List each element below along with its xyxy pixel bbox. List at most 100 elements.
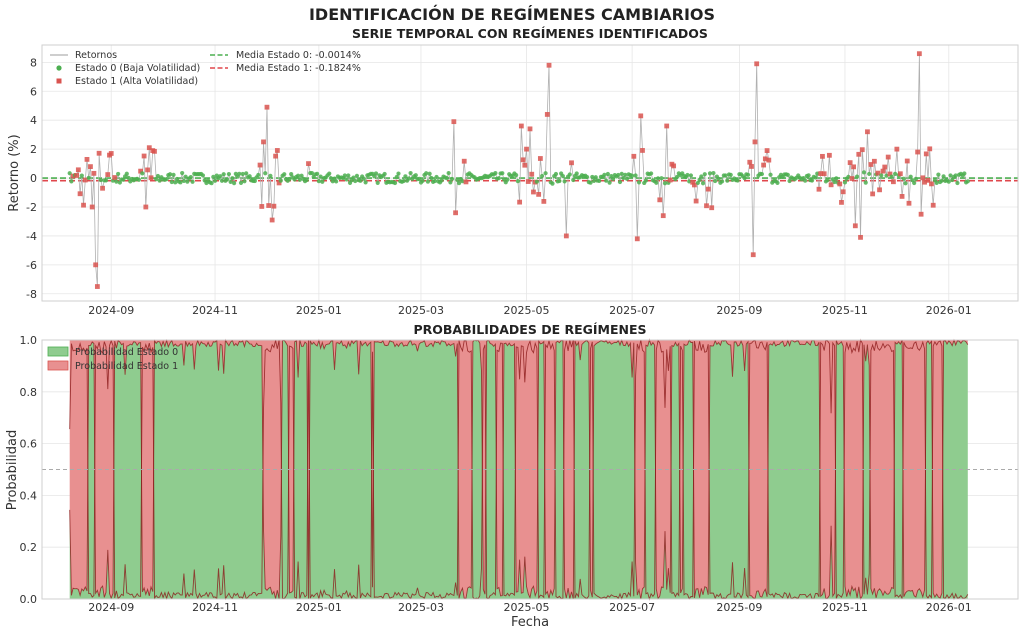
state0-point (659, 176, 664, 181)
state0-point (297, 177, 302, 182)
state1-point (89, 204, 95, 210)
top-x-tick-label: 2025-07 (609, 304, 655, 317)
state0-point (424, 171, 429, 176)
state1-point (667, 177, 673, 183)
state0-point (884, 173, 889, 178)
legend-mean0: Media Estado 0: -0.0014% (236, 50, 361, 61)
state1-point (266, 203, 272, 208)
bottom-y-tick-label: 1.0 (20, 334, 38, 347)
state0-point (116, 171, 121, 177)
state0-point (515, 178, 520, 184)
bottom-x-tick-label: 2024-09 (88, 601, 134, 614)
bottom-x-tick-label: 2025-07 (609, 601, 655, 614)
state0-point (299, 173, 304, 178)
state0-point (496, 176, 501, 181)
state1-point (904, 158, 910, 164)
state1-point (671, 163, 677, 169)
state1-point (761, 162, 767, 168)
state0-point (941, 174, 946, 179)
state1-point (138, 168, 144, 174)
state0-point (742, 175, 747, 181)
state0-point (725, 178, 730, 183)
state0-point (417, 176, 422, 182)
state0-point (913, 176, 919, 181)
state0-point (610, 176, 616, 182)
state0-point (444, 176, 450, 181)
state0-point (263, 171, 268, 176)
top-x-tick-label: 2026-01 (926, 304, 972, 317)
state0-point (173, 180, 178, 185)
state0-point (183, 174, 188, 179)
state0-point (893, 171, 898, 176)
state0-point (180, 170, 185, 176)
state0-point (768, 172, 773, 177)
state0-point (505, 177, 510, 182)
state1-point (257, 162, 263, 168)
state0-point (136, 177, 142, 182)
state1-point (569, 160, 574, 166)
state0-point (574, 171, 579, 176)
state0-point (126, 175, 131, 181)
state0-point (67, 171, 72, 176)
legend-state0-marker (56, 65, 62, 71)
state1-point (634, 236, 640, 242)
state0-point (567, 172, 572, 177)
state0-point (434, 174, 439, 180)
state0-point (697, 177, 702, 182)
figure-title: IDENTIFICACIÓN DE REGÍMENES CAMBIARIOS (309, 5, 715, 24)
state0-point (211, 174, 216, 179)
bottom-y-tick-label: 0.2 (20, 541, 38, 554)
bottom-y-tick-label: 0.6 (20, 438, 38, 451)
state1-point (146, 145, 152, 151)
state1-point (264, 104, 270, 110)
state1-point (463, 179, 469, 185)
legend-state0: Estado 0 (Baja Volatilidad) (75, 63, 200, 74)
state0-point (242, 179, 247, 184)
state0-point (649, 171, 654, 176)
state0-point (553, 171, 559, 177)
state0-point (936, 172, 941, 177)
state0-point (226, 171, 231, 177)
state1-point (82, 177, 88, 183)
top-y-tick-label: -8 (26, 288, 37, 301)
state0-point (181, 178, 187, 183)
state1-point (868, 162, 874, 167)
state0-point (713, 178, 718, 184)
state0-point (688, 173, 694, 178)
top-x-tick-label: 2024-11 (192, 304, 238, 317)
top-y-tick-label: -4 (26, 230, 37, 243)
state0-point (540, 173, 545, 179)
top-y-axis-label: Retorno (%) (7, 134, 22, 211)
state0-point (745, 172, 751, 177)
state0-point (493, 171, 498, 176)
state0-point (560, 173, 565, 179)
state1-point (100, 185, 105, 191)
state1-point (877, 187, 882, 193)
state0-point (867, 171, 872, 177)
state0-point (834, 176, 839, 181)
state0-point (408, 170, 413, 176)
prob-state1-line (69, 338, 969, 601)
returns-line (69, 53, 969, 287)
state0-point (304, 177, 309, 183)
state1-point (865, 129, 870, 135)
state0-point (543, 171, 548, 176)
state0-point (723, 173, 728, 178)
bottom-x-tick-label: 2026-01 (926, 601, 972, 614)
top-legend: Retornos Estado 0 (Baja Volatilidad) Est… (50, 50, 361, 87)
state0-point (247, 174, 252, 179)
state0-point (256, 172, 261, 178)
state0-point (602, 172, 607, 177)
state0-point (169, 179, 174, 185)
legend-prob0-swatch (47, 346, 69, 357)
state0-point (719, 179, 725, 184)
state1-point (77, 191, 83, 197)
state1-point (764, 148, 770, 153)
state0-point (953, 173, 958, 178)
state0-point (209, 181, 214, 186)
state1-point (271, 203, 277, 209)
state0-point (200, 173, 206, 178)
legend-state1-marker (56, 78, 62, 84)
bottom-x-tick-label: 2025-01 (296, 601, 342, 614)
state0-point (854, 174, 860, 179)
